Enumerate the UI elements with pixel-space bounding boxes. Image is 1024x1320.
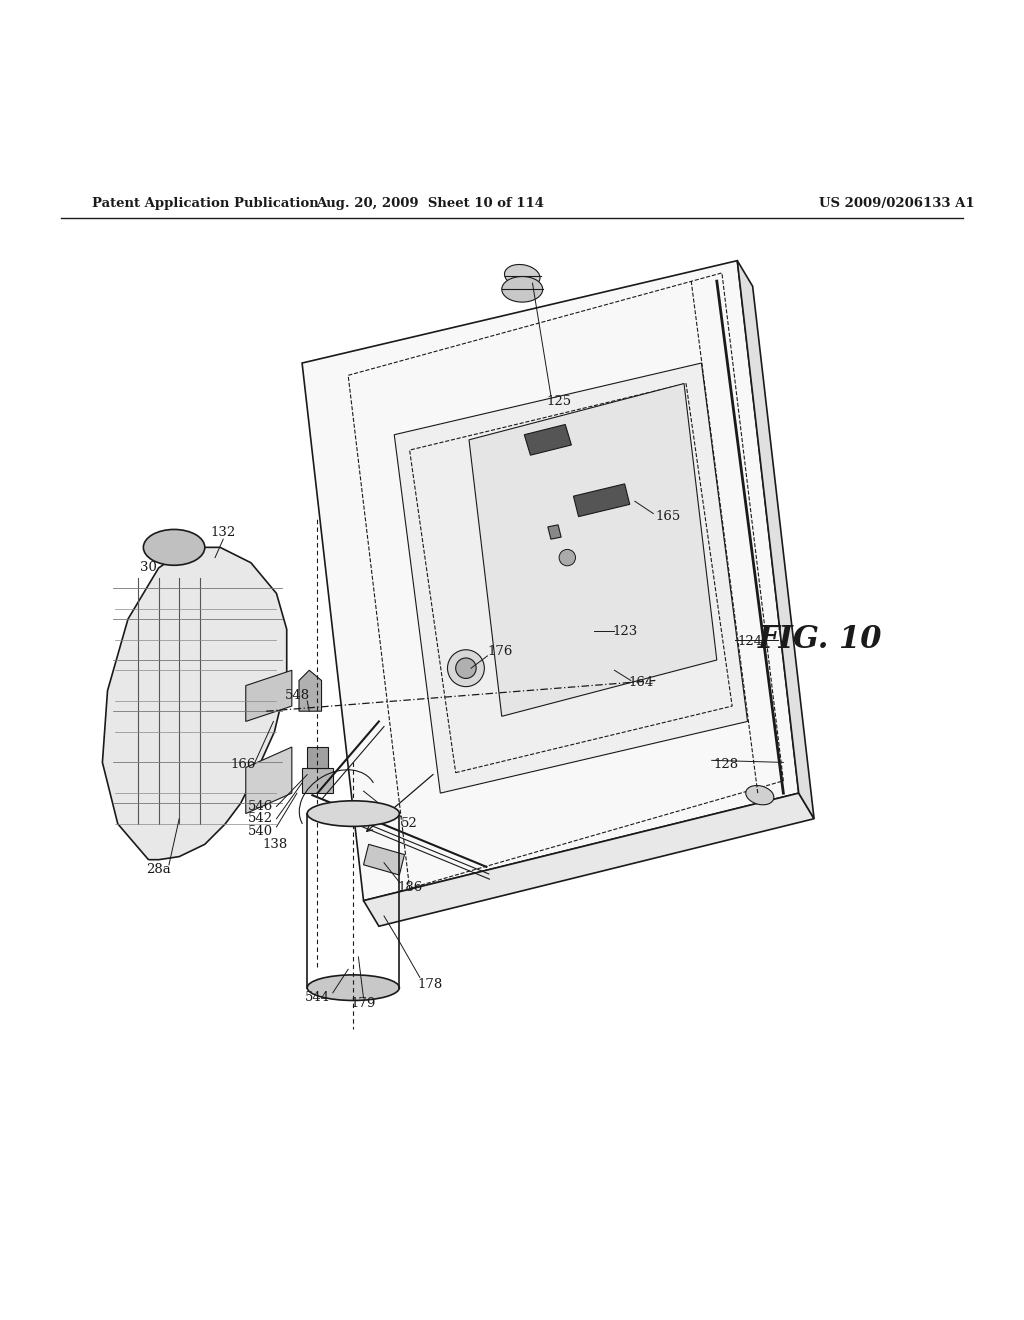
Text: 542: 542 — [248, 812, 273, 825]
Text: 176: 176 — [487, 645, 512, 659]
Text: Patent Application Publication: Patent Application Publication — [92, 197, 318, 210]
Polygon shape — [524, 425, 571, 455]
Text: 124: 124 — [737, 635, 763, 648]
Polygon shape — [737, 260, 814, 818]
Text: 132: 132 — [211, 525, 236, 539]
Text: 28a: 28a — [146, 863, 171, 876]
Text: 548: 548 — [285, 689, 309, 702]
Text: 52: 52 — [401, 817, 418, 830]
Text: 179: 179 — [351, 997, 376, 1010]
Circle shape — [447, 649, 484, 686]
Text: 540: 540 — [248, 825, 273, 837]
Text: 164: 164 — [629, 676, 653, 689]
Circle shape — [559, 549, 575, 566]
Text: Aug. 20, 2009  Sheet 10 of 114: Aug. 20, 2009 Sheet 10 of 114 — [316, 197, 544, 210]
Text: 544: 544 — [305, 991, 330, 1005]
Polygon shape — [364, 845, 404, 875]
Text: 128: 128 — [714, 758, 739, 771]
Ellipse shape — [326, 807, 381, 821]
Polygon shape — [246, 747, 292, 813]
Polygon shape — [394, 363, 748, 793]
Polygon shape — [307, 747, 328, 767]
Text: 186: 186 — [397, 880, 422, 894]
Text: 125: 125 — [547, 396, 571, 408]
Text: 30: 30 — [140, 561, 157, 574]
Ellipse shape — [307, 975, 399, 1001]
Polygon shape — [302, 767, 333, 793]
Polygon shape — [302, 260, 799, 900]
Ellipse shape — [505, 264, 540, 288]
Polygon shape — [469, 384, 717, 717]
Ellipse shape — [502, 276, 543, 302]
Polygon shape — [548, 525, 561, 539]
Text: 546: 546 — [248, 800, 273, 813]
Text: 165: 165 — [655, 510, 681, 523]
Ellipse shape — [307, 801, 399, 826]
Polygon shape — [246, 671, 292, 722]
Polygon shape — [573, 484, 630, 516]
Text: FIG. 10: FIG. 10 — [758, 624, 883, 655]
Text: 178: 178 — [418, 978, 442, 991]
PathPatch shape — [102, 548, 287, 859]
Text: 123: 123 — [612, 624, 637, 638]
Text: 138: 138 — [262, 838, 288, 851]
Circle shape — [456, 657, 476, 678]
Ellipse shape — [143, 529, 205, 565]
Ellipse shape — [745, 785, 774, 805]
Text: 166: 166 — [230, 758, 255, 771]
Polygon shape — [299, 671, 322, 711]
Polygon shape — [364, 793, 814, 927]
Text: US 2009/0206133 A1: US 2009/0206133 A1 — [819, 197, 975, 210]
